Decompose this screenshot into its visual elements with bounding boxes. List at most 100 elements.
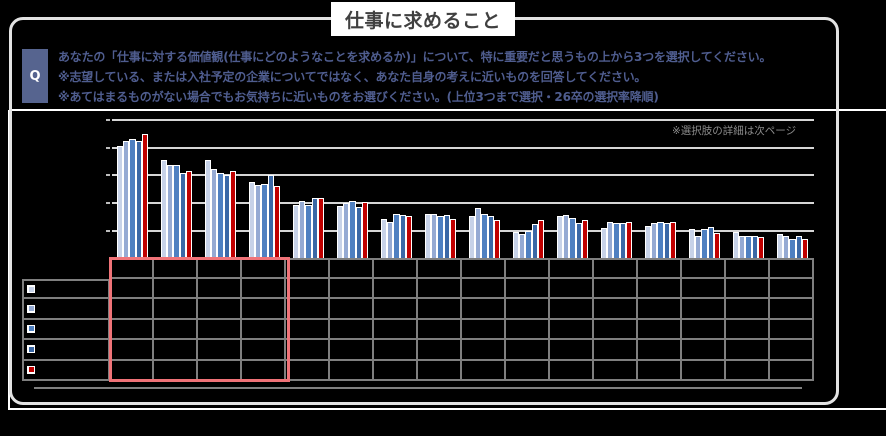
bar	[694, 236, 702, 259]
bar	[701, 228, 708, 259]
bar	[670, 222, 677, 259]
bar	[525, 231, 532, 259]
bar-group	[292, 110, 325, 259]
table-cell	[242, 279, 286, 300]
bar	[738, 235, 746, 259]
table-cell	[770, 299, 814, 320]
table-cell	[330, 319, 374, 341]
legend-cell	[22, 340, 110, 361]
bar-group	[248, 110, 281, 259]
table-cell	[770, 360, 814, 381]
choices-detail-note: ※選択肢の詳細は次ページ	[672, 125, 797, 137]
table-header-cell	[638, 258, 682, 279]
table-cell	[770, 319, 814, 341]
table-cell	[198, 299, 242, 320]
bar	[318, 197, 325, 259]
table-cell	[594, 299, 638, 320]
table-cell	[550, 279, 594, 300]
bar	[751, 236, 759, 259]
bar-group	[204, 110, 237, 259]
table-cell	[154, 340, 198, 361]
bar	[789, 239, 796, 259]
bar	[626, 222, 633, 259]
gridline	[112, 202, 814, 205]
bar	[230, 170, 237, 259]
table-cell	[374, 299, 418, 320]
bar-group	[644, 110, 677, 259]
table-header-cell	[726, 258, 770, 279]
bar	[386, 222, 394, 259]
bar-group	[776, 110, 809, 259]
table-cell	[726, 340, 770, 361]
bottom-divider	[34, 387, 802, 389]
bar	[443, 214, 451, 259]
table-cell	[374, 319, 418, 341]
table-cell	[154, 319, 198, 341]
bar	[342, 203, 350, 259]
table-cell	[594, 360, 638, 381]
question-badge: Q	[22, 49, 48, 103]
table-cell	[286, 340, 330, 361]
bar-group	[732, 110, 765, 259]
table-cell	[638, 340, 682, 361]
bar	[650, 222, 658, 259]
table-cell	[506, 340, 550, 361]
bar	[254, 185, 262, 259]
bar	[582, 219, 589, 259]
table-cell	[330, 340, 374, 361]
bar	[261, 184, 268, 259]
table-header-cell	[374, 258, 418, 279]
table-cell	[110, 319, 154, 341]
bar	[204, 160, 211, 259]
table-cell	[418, 360, 462, 381]
bar	[714, 233, 721, 259]
table-cell	[506, 360, 550, 381]
bar-group	[468, 110, 501, 259]
table-header-cell	[286, 258, 330, 279]
bar	[619, 222, 627, 259]
table-header-cell	[418, 258, 462, 279]
table-cell	[682, 299, 726, 320]
table-cell	[550, 360, 594, 381]
bar	[688, 228, 695, 259]
bar	[298, 201, 306, 259]
bar-group	[380, 110, 413, 259]
table-cell	[462, 340, 506, 361]
bar	[657, 221, 664, 259]
table-cell	[682, 279, 726, 300]
bar	[758, 237, 765, 259]
question-text-line-1: あなたの「仕事に対する価値観(仕事にどのようなことを求めるか)」について、特に重…	[58, 50, 772, 64]
table-cell	[770, 279, 814, 300]
table-header-cell	[330, 258, 374, 279]
legend-marker-icon	[27, 345, 35, 354]
gridline	[112, 174, 814, 177]
bar	[518, 234, 526, 259]
table-cell	[550, 319, 594, 341]
y-axis-tick	[106, 119, 110, 121]
table-cell	[638, 299, 682, 320]
bar	[512, 232, 519, 259]
table-cell	[462, 279, 506, 300]
table-cell	[198, 319, 242, 341]
bar	[362, 202, 369, 259]
table-cell	[418, 319, 462, 341]
bar-group	[556, 110, 589, 259]
table-cell	[594, 319, 638, 341]
bar	[430, 214, 438, 259]
bar-group	[512, 110, 545, 259]
bar-group	[116, 110, 149, 259]
table-cell	[110, 360, 154, 381]
table-cell	[330, 279, 374, 300]
table-cell	[462, 360, 506, 381]
gridline	[112, 146, 814, 149]
bar	[613, 223, 620, 259]
table-cell	[506, 279, 550, 300]
table-cell	[594, 279, 638, 300]
table-header-cell	[594, 258, 638, 279]
bar	[663, 222, 671, 259]
gridline	[112, 229, 814, 232]
bar	[437, 216, 444, 259]
table-cell	[154, 279, 198, 300]
bar	[606, 222, 614, 259]
bar	[468, 216, 475, 259]
